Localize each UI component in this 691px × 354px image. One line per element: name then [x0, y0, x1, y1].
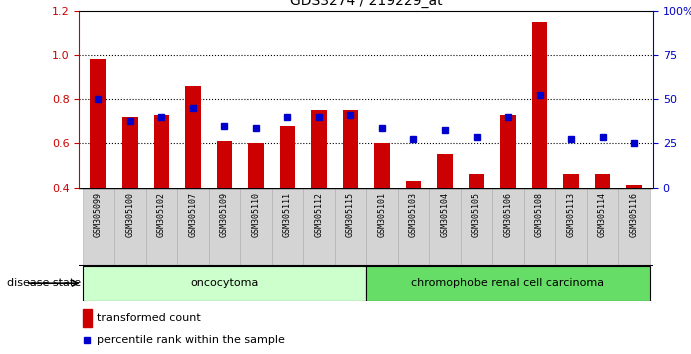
- Text: GSM305116: GSM305116: [630, 192, 638, 236]
- Bar: [492, 188, 524, 266]
- Bar: [114, 188, 146, 266]
- Text: GSM305110: GSM305110: [252, 192, 261, 236]
- Bar: [248, 143, 264, 188]
- Bar: [83, 266, 366, 301]
- Text: disease state: disease state: [7, 278, 81, 288]
- Bar: [240, 188, 272, 266]
- Bar: [587, 188, 618, 266]
- Text: GSM305101: GSM305101: [377, 192, 386, 236]
- Bar: [595, 175, 610, 188]
- Bar: [343, 110, 359, 188]
- Bar: [468, 175, 484, 188]
- Text: chromophobe renal cell carcinoma: chromophobe renal cell carcinoma: [411, 278, 605, 288]
- Bar: [153, 115, 169, 188]
- Text: GSM305112: GSM305112: [314, 192, 323, 236]
- Text: GSM305108: GSM305108: [535, 192, 544, 236]
- Bar: [177, 188, 209, 266]
- Bar: [311, 110, 327, 188]
- Bar: [366, 188, 398, 266]
- Bar: [437, 154, 453, 188]
- Bar: [531, 22, 547, 188]
- Bar: [280, 126, 295, 188]
- Bar: [461, 188, 492, 266]
- Bar: [83, 309, 91, 326]
- Text: GSM305115: GSM305115: [346, 192, 355, 236]
- Bar: [83, 188, 114, 266]
- Bar: [185, 86, 201, 188]
- Text: transformed count: transformed count: [97, 313, 200, 323]
- Text: GSM305100: GSM305100: [125, 192, 134, 236]
- Text: oncocytoma: oncocytoma: [190, 278, 258, 288]
- Bar: [563, 175, 579, 188]
- Bar: [209, 188, 240, 266]
- Text: GSM305114: GSM305114: [598, 192, 607, 236]
- Title: GDS3274 / 219229_at: GDS3274 / 219229_at: [290, 0, 442, 8]
- Text: GSM305104: GSM305104: [440, 192, 450, 236]
- Bar: [146, 188, 177, 266]
- Bar: [122, 117, 138, 188]
- Text: percentile rank within the sample: percentile rank within the sample: [97, 335, 285, 346]
- Bar: [334, 188, 366, 266]
- Text: GSM305099: GSM305099: [94, 192, 103, 236]
- Text: GSM305103: GSM305103: [409, 192, 418, 236]
- Text: GSM305102: GSM305102: [157, 192, 166, 236]
- Bar: [556, 188, 587, 266]
- Bar: [216, 141, 232, 188]
- Bar: [429, 188, 461, 266]
- Bar: [272, 188, 303, 266]
- Bar: [524, 188, 556, 266]
- Bar: [91, 59, 106, 188]
- Bar: [618, 188, 650, 266]
- Text: GSM305107: GSM305107: [189, 192, 198, 236]
- Bar: [398, 188, 429, 266]
- Text: GSM305106: GSM305106: [504, 192, 513, 236]
- Bar: [406, 181, 422, 188]
- Bar: [303, 188, 334, 266]
- Bar: [374, 143, 390, 188]
- Text: GSM305105: GSM305105: [472, 192, 481, 236]
- Text: GSM305109: GSM305109: [220, 192, 229, 236]
- Text: GSM305113: GSM305113: [567, 192, 576, 236]
- Bar: [626, 185, 642, 188]
- Bar: [366, 266, 650, 301]
- Bar: [500, 115, 516, 188]
- Text: GSM305111: GSM305111: [283, 192, 292, 236]
